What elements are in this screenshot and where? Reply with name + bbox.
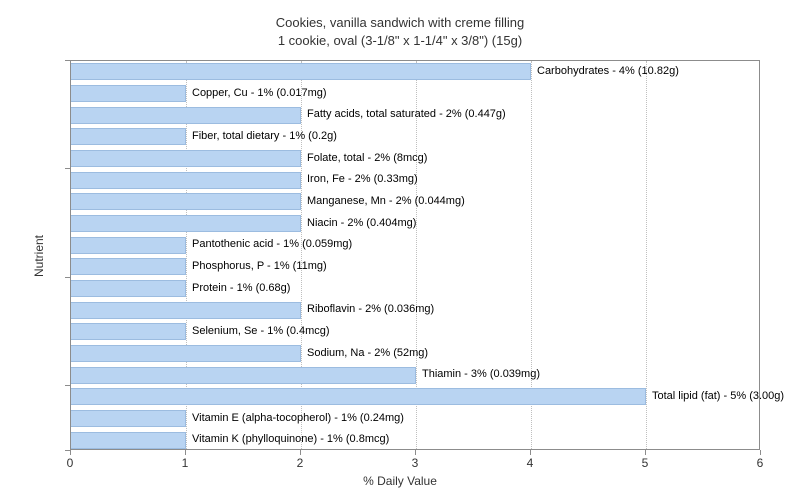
bar-label: Niacin - 2% (0.404mg)	[307, 217, 416, 229]
bar-label: Protein - 1% (0.68g)	[192, 282, 290, 294]
x-tick-label: 5	[642, 456, 649, 470]
bar	[71, 432, 186, 449]
bar	[71, 345, 301, 362]
bar-label: Manganese, Mn - 2% (0.044mg)	[307, 195, 465, 207]
plot-area: Carbohydrates - 4% (10.82g) Copper, Cu - …	[70, 60, 760, 450]
x-tick-label: 2	[297, 456, 304, 470]
bar	[71, 107, 301, 124]
bar-label: Total lipid (fat) - 5% (3.00g)	[652, 390, 784, 402]
bar	[71, 388, 646, 405]
bar	[71, 193, 301, 210]
x-tick-mark	[415, 450, 416, 455]
y-tick-mark	[65, 60, 70, 61]
bar-label: Riboflavin - 2% (0.036mg)	[307, 303, 434, 315]
bar-label: Selenium, Se - 1% (0.4mcg)	[192, 325, 330, 337]
x-tick-mark	[530, 450, 531, 455]
bar-label: Vitamin K (phylloquinone) - 1% (0.8mcg)	[192, 433, 389, 445]
bar	[71, 280, 186, 297]
bar	[71, 172, 301, 189]
bar	[71, 63, 531, 80]
bar	[71, 128, 186, 145]
bar	[71, 302, 301, 319]
bar-label: Fiber, total dietary - 1% (0.2g)	[192, 130, 337, 142]
bar-label: Vitamin E (alpha-tocopherol) - 1% (0.24m…	[192, 412, 404, 424]
y-tick-mark	[65, 385, 70, 386]
x-axis-label: % Daily Value	[0, 474, 800, 488]
x-tick-mark	[70, 450, 71, 455]
bar	[71, 215, 301, 232]
bar	[71, 85, 186, 102]
bar-label: Copper, Cu - 1% (0.017mg)	[192, 87, 327, 99]
bar-label: Phosphorus, P - 1% (11mg)	[192, 260, 327, 272]
bar	[71, 150, 301, 167]
title-line-1: Cookies, vanilla sandwich with creme fil…	[276, 15, 525, 30]
chart-title: Cookies, vanilla sandwich with creme fil…	[0, 14, 800, 49]
bar-label: Fatty acids, total saturated - 2% (0.447…	[307, 108, 506, 120]
x-tick-label: 1	[182, 456, 189, 470]
bar	[71, 410, 186, 427]
bar	[71, 367, 416, 384]
y-axis-label: Nutrient	[32, 235, 46, 277]
bar-label: Folate, total - 2% (8mcg)	[307, 152, 427, 164]
bar-label: Sodium, Na - 2% (52mg)	[307, 347, 428, 359]
x-tick-label: 6	[757, 456, 764, 470]
bar-label: Carbohydrates - 4% (10.82g)	[537, 65, 679, 77]
x-tick-mark	[645, 450, 646, 455]
y-tick-mark	[65, 168, 70, 169]
x-tick-mark	[185, 450, 186, 455]
x-tick-mark	[760, 450, 761, 455]
bar	[71, 258, 186, 275]
bar	[71, 323, 186, 340]
x-tick-label: 4	[527, 456, 534, 470]
bar-label: Thiamin - 3% (0.039mg)	[422, 368, 540, 380]
nutrient-chart: Cookies, vanilla sandwich with creme fil…	[0, 0, 800, 500]
x-tick-mark	[300, 450, 301, 455]
bar-label: Pantothenic acid - 1% (0.059mg)	[192, 238, 352, 250]
gridline	[646, 61, 647, 449]
x-tick-label: 3	[412, 456, 419, 470]
x-tick-label: 0	[67, 456, 74, 470]
title-line-2: 1 cookie, oval (3-1/8" x 1-1/4" x 3/8") …	[278, 33, 522, 48]
y-tick-mark	[65, 450, 70, 451]
y-tick-mark	[65, 277, 70, 278]
bar-label: Iron, Fe - 2% (0.33mg)	[307, 173, 418, 185]
bar	[71, 237, 186, 254]
